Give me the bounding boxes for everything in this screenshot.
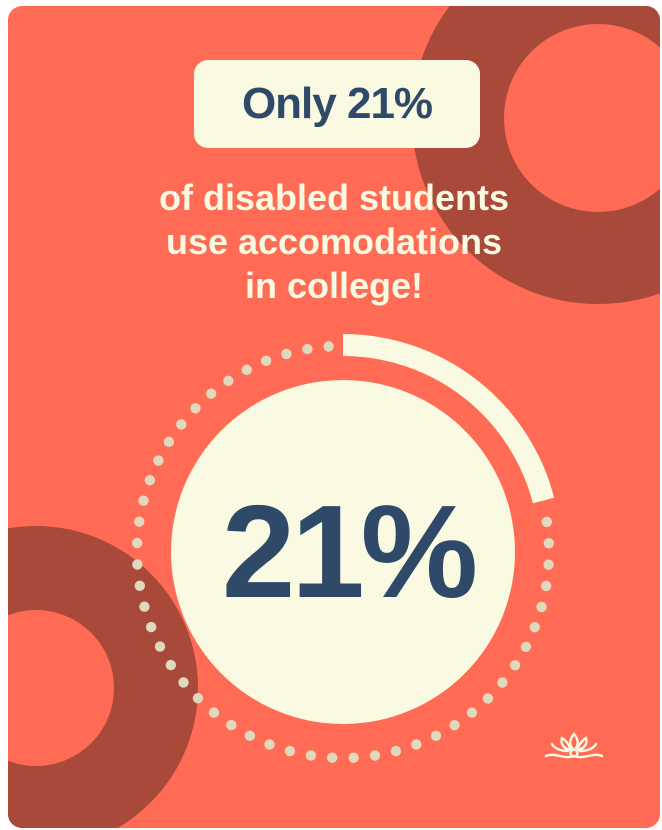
track-dot: [131, 537, 143, 549]
track-dot: [264, 739, 275, 750]
subtitle: of disabled students use accomodations i…: [8, 176, 660, 308]
decorative-ring-bottom-left: [8, 526, 198, 828]
track-dot: [138, 495, 149, 506]
track-dot: [154, 641, 166, 652]
track-dot: [244, 730, 256, 741]
track-dot: [190, 403, 201, 414]
track-dot: [369, 750, 381, 761]
track-dot: [132, 559, 143, 570]
progress-dotted-track: [131, 341, 555, 763]
track-dot: [348, 752, 359, 763]
track-dot: [284, 745, 296, 757]
track-dot: [241, 364, 252, 376]
track-dot: [281, 348, 292, 360]
track-dot: [541, 516, 552, 528]
subtitle-line-2: use accomodations: [165, 221, 503, 262]
track-dot: [223, 375, 234, 387]
track-dot: [134, 580, 145, 591]
track-dot: [326, 752, 338, 763]
track-dot: [144, 475, 156, 486]
track-dot: [226, 719, 237, 731]
track-dot: [529, 622, 540, 633]
track-dot: [145, 621, 157, 633]
track-dot: [543, 559, 554, 570]
track-dot: [430, 730, 442, 742]
track-dot: [520, 641, 532, 652]
track-dot: [134, 516, 145, 527]
track-dot: [390, 745, 402, 757]
track-dot: [260, 355, 272, 367]
track-dot: [305, 750, 317, 761]
track-dot: [449, 719, 460, 731]
track-dot: [543, 538, 555, 549]
track-dot: [208, 707, 220, 718]
track-dot: [323, 341, 334, 352]
track-dot: [482, 693, 494, 704]
track-dot: [411, 739, 422, 750]
track-dot: [497, 677, 508, 688]
stat-value: 21%: [221, 477, 478, 625]
track-dot: [139, 601, 150, 612]
track-dot: [466, 707, 478, 718]
track-dot: [205, 388, 217, 399]
track-dot: [163, 436, 175, 448]
headline-text: Only 21%: [241, 79, 433, 128]
lotus-logo-icon: [544, 732, 604, 759]
track-dot: [540, 580, 552, 592]
stat-disc: [171, 380, 515, 724]
subtitle-line-1: of disabled students: [158, 177, 510, 218]
track-dot: [176, 419, 187, 430]
track-dot: [509, 660, 521, 671]
headline-badge: Only 21%: [194, 60, 480, 148]
progress-arc: [342, 334, 555, 504]
subtitle-line-3: in college!: [244, 265, 424, 306]
track-dot: [192, 693, 204, 704]
track-dot: [153, 455, 164, 466]
infographic-card: Only 21% of disabled students use accomo…: [8, 6, 660, 828]
track-dot: [302, 343, 313, 355]
track-dot: [178, 677, 189, 688]
track-dot: [165, 659, 177, 671]
track-dot: [536, 601, 547, 613]
